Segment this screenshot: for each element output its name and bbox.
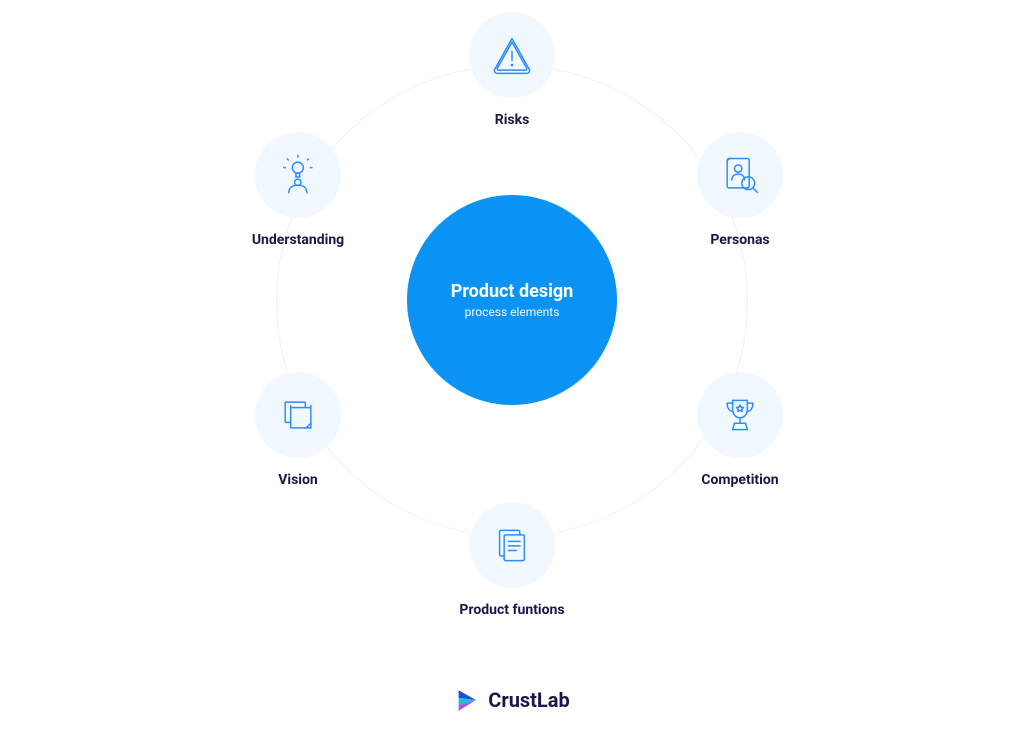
node-vision: Vision <box>255 372 341 488</box>
notes-icon <box>276 393 320 437</box>
center-hub: Product design process elements <box>407 195 617 405</box>
persona-icon <box>718 153 762 197</box>
node-label: Understanding <box>252 232 344 248</box>
node-label: Risks <box>495 112 530 128</box>
node-bubble <box>469 502 555 588</box>
logo-text: CrustLab <box>488 688 569 712</box>
node-bubble <box>255 372 341 458</box>
node-bubble <box>697 132 783 218</box>
warning-icon <box>490 33 534 77</box>
node-understanding: Understanding <box>252 132 344 248</box>
diagram-canvas: Product design process elements Risks <box>0 0 1024 739</box>
brand-logo: CrustLab <box>454 687 569 713</box>
node-product-functions: Product funtions <box>459 502 564 618</box>
node-risks: Risks <box>469 12 555 128</box>
node-label: Competition <box>701 472 778 488</box>
node-competition: Competition <box>697 372 783 488</box>
documents-icon <box>490 523 534 567</box>
node-personas: Personas <box>697 132 783 248</box>
idea-icon <box>276 153 320 197</box>
logo-mark-icon <box>454 687 480 713</box>
node-bubble <box>255 132 341 218</box>
node-label: Product funtions <box>459 602 564 618</box>
node-label: Personas <box>710 232 769 248</box>
node-label: Vision <box>278 472 318 488</box>
node-bubble <box>697 372 783 458</box>
center-subtitle: process elements <box>465 305 560 319</box>
center-title: Product design <box>451 281 573 303</box>
trophy-icon <box>718 393 762 437</box>
node-bubble <box>469 12 555 98</box>
